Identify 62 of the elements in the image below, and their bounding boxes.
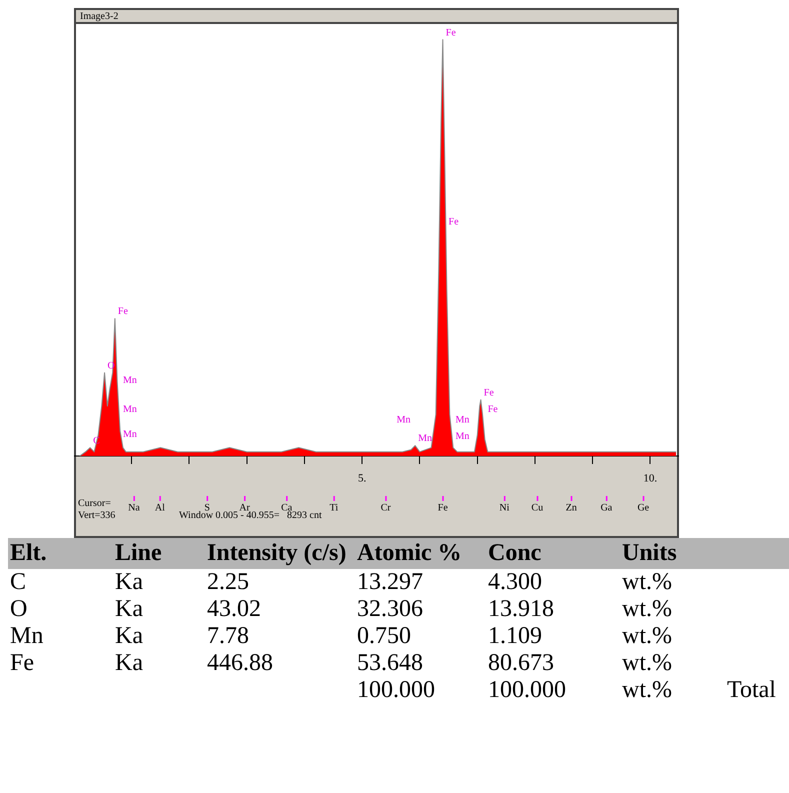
text: Atomic %: [356, 540, 463, 567]
text: Units: [621, 540, 678, 567]
text: wt.%: [621, 596, 673, 623]
text: 80.673: [487, 650, 555, 677]
annotation: Mn: [122, 404, 137, 415]
text: Ka: [114, 596, 144, 623]
text: Al: [154, 502, 166, 514]
text: Intensity (c/s): [206, 540, 348, 567]
annotation: C: [93, 435, 100, 446]
annotation: Fe: [488, 404, 498, 415]
text: 13.918: [487, 596, 555, 623]
annotation: Fe: [118, 306, 128, 318]
text: 100.000: [356, 677, 436, 704]
text: Fe: [438, 502, 448, 514]
text: 1.109: [487, 623, 543, 650]
text: Cursor=: [78, 498, 112, 509]
text: 100.000: [487, 677, 567, 704]
annotation: Mn: [455, 431, 470, 442]
text: 13.297: [356, 569, 424, 596]
text: O: [9, 596, 28, 623]
chart-title: Image3-2: [80, 11, 118, 22]
text: 7.78: [206, 623, 250, 650]
text: Line: [114, 540, 163, 567]
annotation: Fe: [448, 216, 460, 228]
text: Ni: [499, 502, 510, 514]
text: Ka: [114, 569, 144, 596]
text: 0.750: [356, 623, 412, 650]
text: Cu: [531, 502, 544, 514]
text: 53.648: [356, 650, 424, 677]
text: Fe: [9, 650, 35, 677]
annotation: Mn: [122, 428, 137, 440]
text: wt.%: [621, 650, 673, 677]
text: Vert=336: [78, 510, 116, 521]
text: Ti: [330, 502, 338, 514]
text: Elt.: [9, 540, 48, 567]
text: 43.02: [206, 596, 262, 623]
text: Ka: [114, 650, 144, 677]
text: Cr: [380, 502, 392, 514]
text: Ga: [600, 502, 613, 514]
text: 32.306: [356, 596, 424, 623]
text: Conc: [487, 540, 542, 567]
x-tick-label: 10.: [643, 472, 658, 484]
text: 446.88: [206, 650, 274, 677]
text: Zn: [566, 502, 577, 514]
text: Ge: [637, 502, 650, 514]
text: Na: [128, 502, 140, 514]
text: Total: [726, 677, 777, 704]
text: Ka: [114, 623, 144, 650]
annotation: Mn: [122, 374, 137, 386]
annotation: Fe: [484, 387, 494, 398]
text: wt.%: [621, 623, 673, 650]
text: wt.%: [621, 569, 673, 596]
annotation: Fe: [446, 27, 456, 38]
annotation: Mn: [396, 414, 411, 426]
text: 4.300: [487, 569, 543, 596]
text: C: [9, 569, 28, 596]
text: wt.%: [621, 677, 673, 704]
text: 2.25: [206, 569, 250, 596]
x-tick-label: 5.: [358, 472, 366, 484]
annotation: Mn: [455, 414, 470, 426]
annotation: Mn: [418, 433, 432, 444]
text: Mn: [9, 623, 44, 650]
